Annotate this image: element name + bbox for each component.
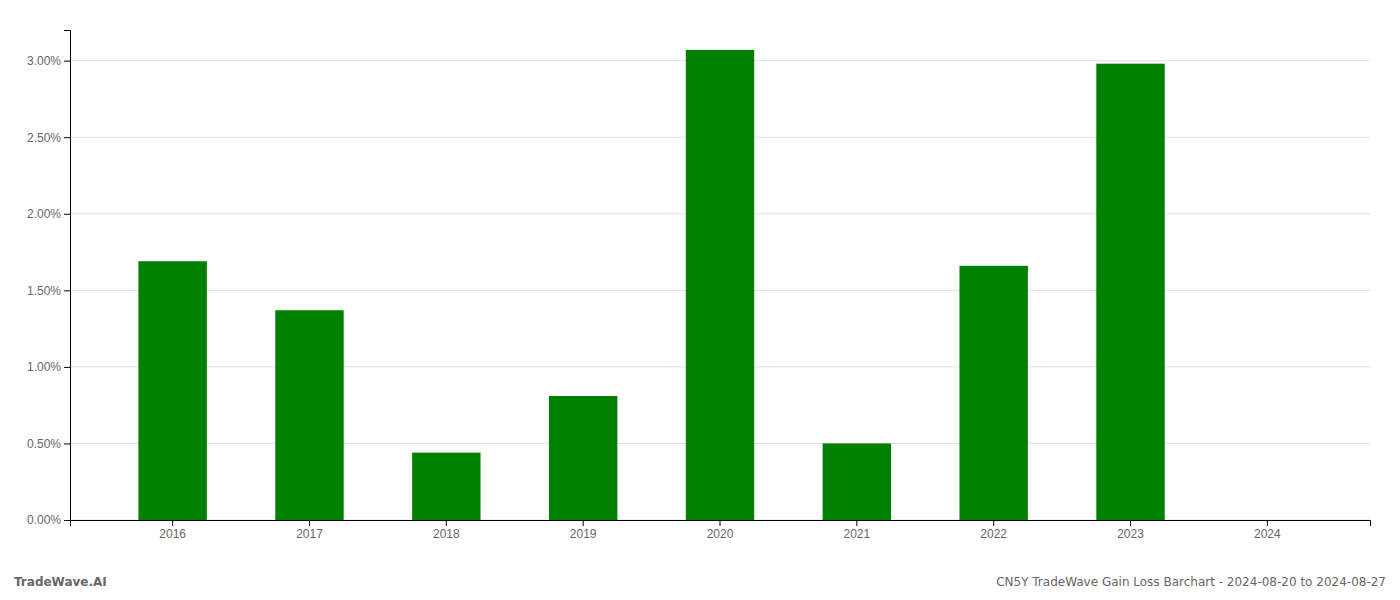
x-tick-label: 2019 (570, 527, 597, 541)
y-tick-label: 3.00% (27, 54, 61, 68)
x-tick-label: 2021 (843, 527, 870, 541)
y-tick-label: 1.00% (27, 360, 61, 374)
bar (412, 453, 480, 520)
y-tick-mark (64, 367, 70, 368)
x-tick-label: 2022 (980, 527, 1007, 541)
y-tick: 1.50% (27, 284, 70, 298)
x-tick-label: 2024 (1254, 527, 1281, 541)
y-tick-mark (64, 443, 70, 444)
y-axis-line (64, 31, 71, 521)
y-tick-label: 0.50% (27, 437, 61, 451)
y-tick: 3.00% (27, 54, 70, 68)
bars (138, 50, 1164, 520)
y-axis: 0.00% 0.50% 1.00% 1.50% 2.00% 2.50% 3.00% (27, 31, 71, 528)
bar (823, 443, 891, 520)
plot-area: 0.00%0.50%1.00%1.50%2.00%2.50%3.00%20162… (27, 31, 1371, 541)
x-tick: 2016 (159, 520, 186, 541)
bar (275, 310, 343, 520)
x-tick-mark (856, 520, 857, 526)
x-tick-mark (446, 520, 447, 526)
y-tick-label: 2.00% (27, 207, 61, 221)
x-axis-line (71, 521, 1371, 527)
y-tick-mark (64, 290, 70, 291)
bar (549, 396, 617, 520)
y-tick: 0.50% (27, 437, 70, 451)
x-tick: 2021 (843, 520, 870, 541)
x-tick: 2024 (1254, 520, 1281, 541)
y-tick-label: 0.00% (27, 513, 61, 527)
x-tick-mark (309, 520, 310, 526)
y-tick: 2.50% (27, 131, 70, 145)
x-tick: 2023 (1117, 520, 1144, 541)
bar (1096, 64, 1164, 520)
x-tick-mark (583, 520, 584, 526)
x-axis: 2016 2017 2018 2019 2020 2021 2022 2023 2024 (71, 520, 1371, 541)
x-tick: 2017 (296, 520, 323, 541)
x-tick-mark (993, 520, 994, 526)
x-tick-label: 2016 (159, 527, 186, 541)
x-tick-mark (1130, 520, 1131, 526)
y-tick-mark (64, 137, 70, 138)
x-tick-mark (172, 520, 173, 526)
x-tick-mark (1267, 520, 1268, 526)
bar (959, 266, 1027, 520)
y-tick-label: 2.50% (27, 131, 61, 145)
bar (686, 50, 754, 520)
y-tick: 1.00% (27, 360, 70, 374)
x-tick: 2019 (570, 520, 597, 541)
x-tick-label: 2020 (707, 527, 734, 541)
chart-title: CN5Y TradeWave Gain Loss Barchart - 2024… (996, 575, 1386, 589)
y-tick-mark (64, 520, 70, 521)
x-tick-label: 2018 (433, 527, 460, 541)
x-tick-mark (720, 520, 721, 526)
x-tick: 2020 (707, 520, 734, 541)
x-tick: 2018 (433, 520, 460, 541)
chart-svg: 0.00%0.50%1.00%1.50%2.00%2.50%3.00%20162… (0, 0, 1400, 600)
y-tick: 0.00% (27, 513, 70, 527)
y-tick-mark (64, 61, 70, 62)
footer-left: TradeWave.AI (14, 575, 107, 589)
y-tick-mark (64, 214, 70, 215)
x-tick-label: 2023 (1117, 527, 1144, 541)
bar (1233, 520, 1301, 521)
y-tick-label: 1.50% (27, 284, 61, 298)
x-tick-label: 2017 (296, 527, 323, 541)
y-tick: 2.00% (27, 207, 70, 221)
x-tick: 2022 (980, 520, 1007, 541)
bar (138, 261, 206, 520)
